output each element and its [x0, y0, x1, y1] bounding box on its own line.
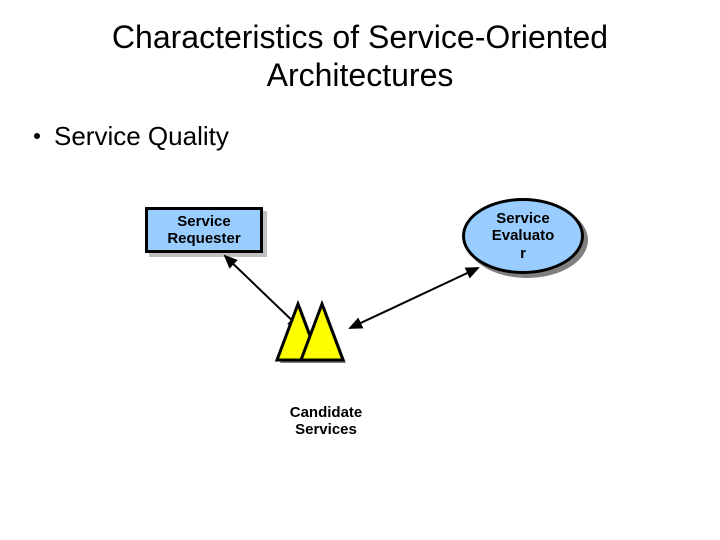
bullet-text: Service Quality — [54, 121, 229, 151]
bullet-dot — [34, 133, 40, 139]
triangles-layer — [0, 190, 720, 530]
slide-title: Characteristics of Service-Oriented Arch… — [0, 0, 720, 103]
diagram-canvas: Service RequesterService Evaluato rCandi… — [0, 190, 720, 530]
bullet-item: Service Quality — [0, 103, 720, 152]
candidate-services-label: Candidate Services — [276, 404, 376, 439]
